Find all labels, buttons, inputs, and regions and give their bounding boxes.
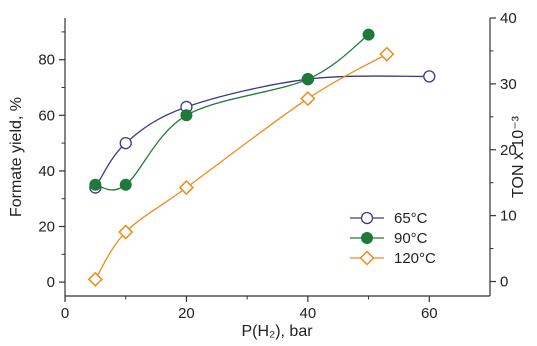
series-line <box>95 34 369 191</box>
series-curves <box>94 34 430 280</box>
x-tick-label: 40 <box>300 305 317 322</box>
x-tick-label: 0 <box>61 305 69 322</box>
data-point <box>87 271 103 287</box>
x-tick-label: 60 <box>421 305 438 322</box>
x-axis-title: P(H₂), bar <box>241 323 313 340</box>
x-axis-ticks: 0 20 40 60 <box>61 296 438 322</box>
x-tick-label: 20 <box>178 305 195 322</box>
plot-frame <box>64 18 491 297</box>
data-point <box>178 180 194 196</box>
series-line <box>94 53 388 280</box>
y-tick-label: 40 <box>38 163 55 180</box>
series-line <box>94 75 430 188</box>
series-markers <box>87 28 436 287</box>
y2-tick-label: 30 <box>500 76 517 93</box>
y-tick-label: 60 <box>38 107 55 124</box>
legend-label: 90°C <box>394 230 428 247</box>
legend: 65°C 90°C 120°C <box>350 210 436 267</box>
y2-tick-label: 10 <box>500 208 517 225</box>
y-tick-label: 80 <box>38 52 55 69</box>
data-point <box>89 178 102 191</box>
data-point <box>300 91 316 107</box>
data-point <box>301 73 314 86</box>
y-axis-right-ticks: 0 10 20 30 40 <box>490 10 517 291</box>
legend-marker <box>359 250 375 266</box>
data-point <box>118 224 134 240</box>
y-axis-right-title: TON x 10⁻³ <box>510 115 527 198</box>
legend-marker <box>361 232 373 244</box>
legend-label: 120°C <box>394 250 436 267</box>
data-point <box>423 70 436 83</box>
y-axis-left-ticks: 0 20 40 60 80 <box>38 31 65 291</box>
data-point <box>119 136 132 150</box>
data-point <box>379 46 395 62</box>
y2-tick-label: 40 <box>500 10 517 27</box>
data-point <box>180 109 193 122</box>
data-point <box>119 178 132 191</box>
y-tick-label: 20 <box>38 219 55 236</box>
y2-tick-label: 0 <box>500 274 508 291</box>
y2-tick-label: 20 <box>500 142 517 159</box>
y-axis-left-title: Formate yield, % <box>8 97 25 217</box>
legend-label: 65°C <box>394 210 428 227</box>
y-tick-label: 0 <box>47 274 55 291</box>
data-point <box>362 28 375 41</box>
legend-marker <box>360 211 374 225</box>
